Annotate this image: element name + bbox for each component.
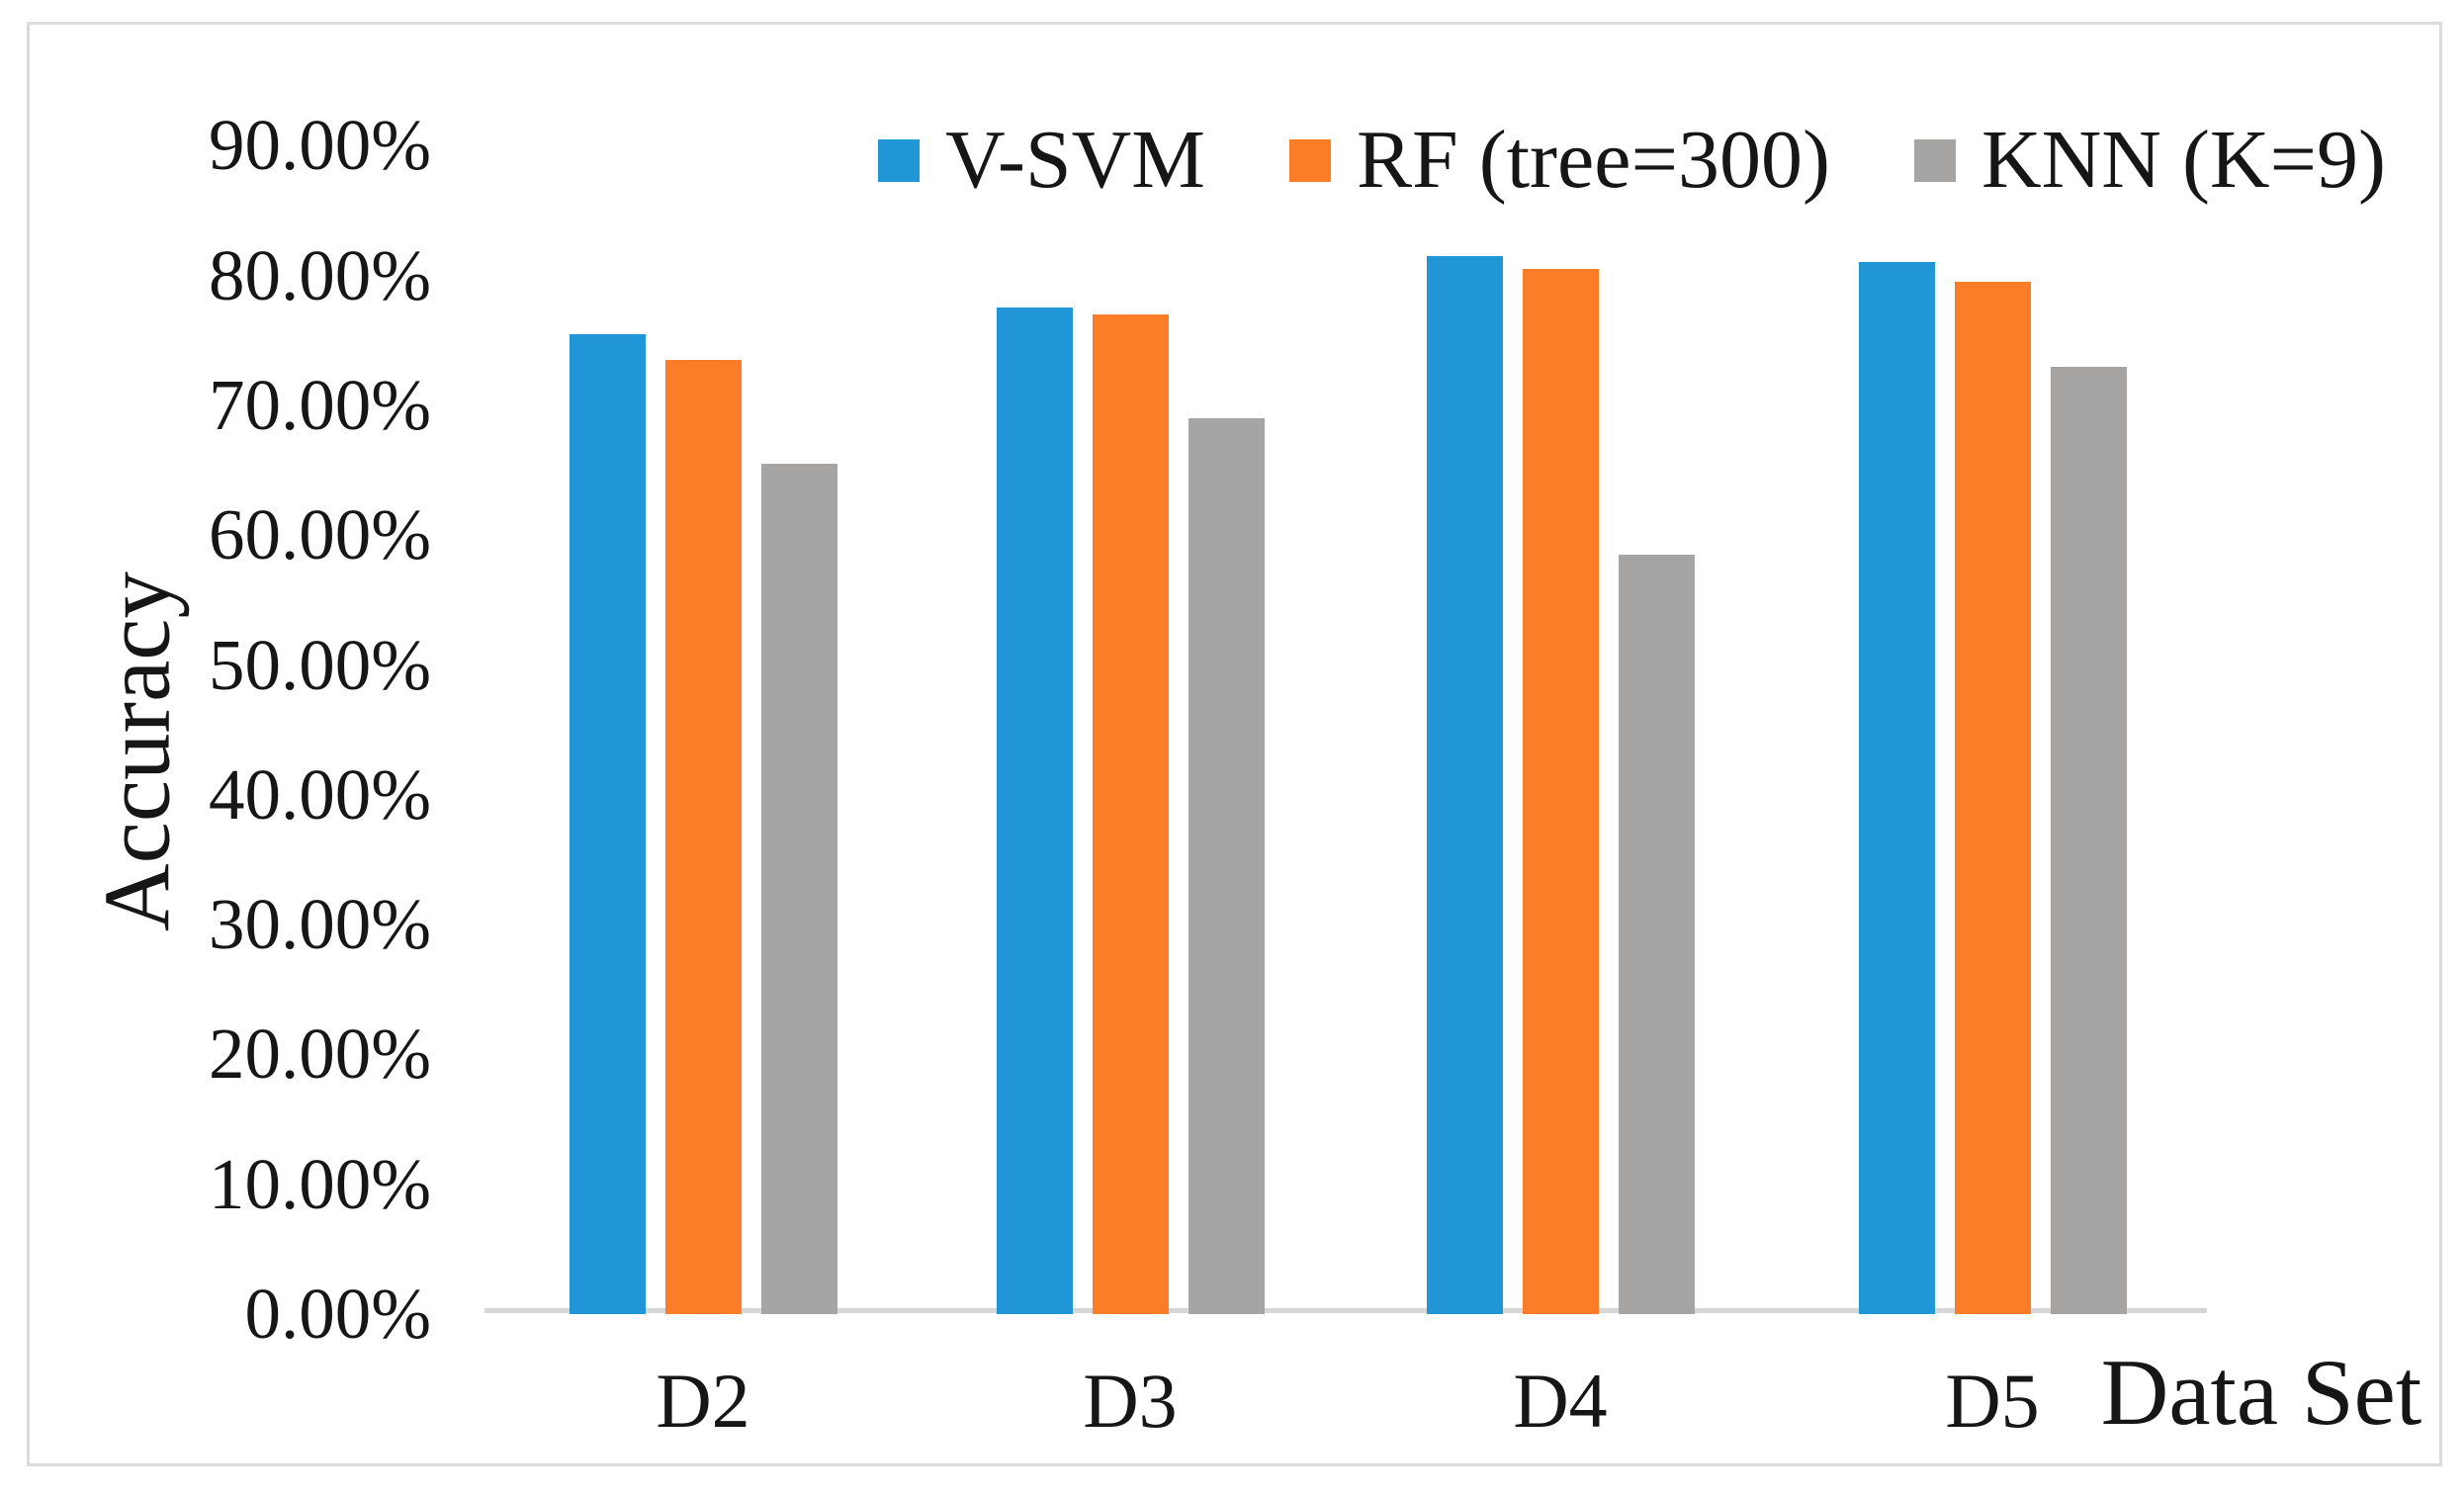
legend-swatch-knn-k-9 [1913, 138, 1956, 182]
y-tick-label-10: 10.00% [208, 1143, 431, 1224]
bar-rf-tree-300-d2 [664, 359, 742, 1314]
y-tick-label-50: 50.00% [208, 624, 431, 705]
y-tick-label-60: 60.00% [208, 494, 431, 575]
bar-v-svm-d4 [1426, 255, 1503, 1314]
legend-swatch-v-svm [878, 138, 920, 182]
legend: V-SVM RF (tree=300) KNN (K=9) [878, 114, 2386, 206]
y-tick-label-40: 40.00% [208, 753, 431, 835]
legend-label-rf-tree-300: RF (tree=300) [1357, 114, 1830, 206]
x-tick-label-d5: D5 [1945, 1358, 2040, 1444]
y-tick-label-90: 90.00% [208, 105, 431, 186]
legend-swatch-rf-tree-300 [1289, 138, 1331, 182]
bar-knn-k-9-d3 [1188, 418, 1265, 1314]
bar-knn-k-9-d2 [760, 463, 837, 1314]
x-tick-label-d4: D4 [1513, 1358, 1608, 1444]
legend-label-v-svm: V-SVM [945, 114, 1205, 206]
y-tick-label-70: 70.00% [208, 364, 431, 445]
bar-knn-k-9-d4 [1618, 554, 1695, 1314]
bar-v-svm-d2 [569, 333, 646, 1314]
legend-item-rf-tree-300: RF (tree=300) [1289, 115, 1830, 206]
legend-item-v-svm: V-SVM [878, 115, 1205, 206]
bar-rf-tree-300-d4 [1522, 269, 1599, 1314]
bar-rf-tree-300-d3 [1092, 313, 1169, 1314]
x-axis-line [484, 1308, 2207, 1313]
y-tick-label-80: 80.00% [208, 234, 431, 315]
legend-label-knn-k-9: KNN (K=9) [1980, 114, 2386, 206]
bar-rf-tree-300-d5 [1954, 282, 2031, 1314]
legend-item-knn-k-9: KNN (K=9) [1913, 114, 2386, 206]
bar-v-svm-d5 [1858, 262, 1935, 1314]
x-tick-label-d2: D2 [656, 1358, 750, 1444]
y-tick-label-0: 0.00% [244, 1274, 431, 1354]
x-axis-title: Data Set [2100, 1340, 2422, 1445]
figure-border [27, 22, 2442, 1466]
y-tick-label-20: 20.00% [208, 1013, 431, 1095]
y-tick-label-30: 30.00% [208, 884, 431, 965]
x-tick-label-d3: D3 [1083, 1358, 1178, 1444]
bar-knn-k-9-d5 [2050, 366, 2127, 1314]
bar-v-svm-d3 [996, 308, 1073, 1314]
